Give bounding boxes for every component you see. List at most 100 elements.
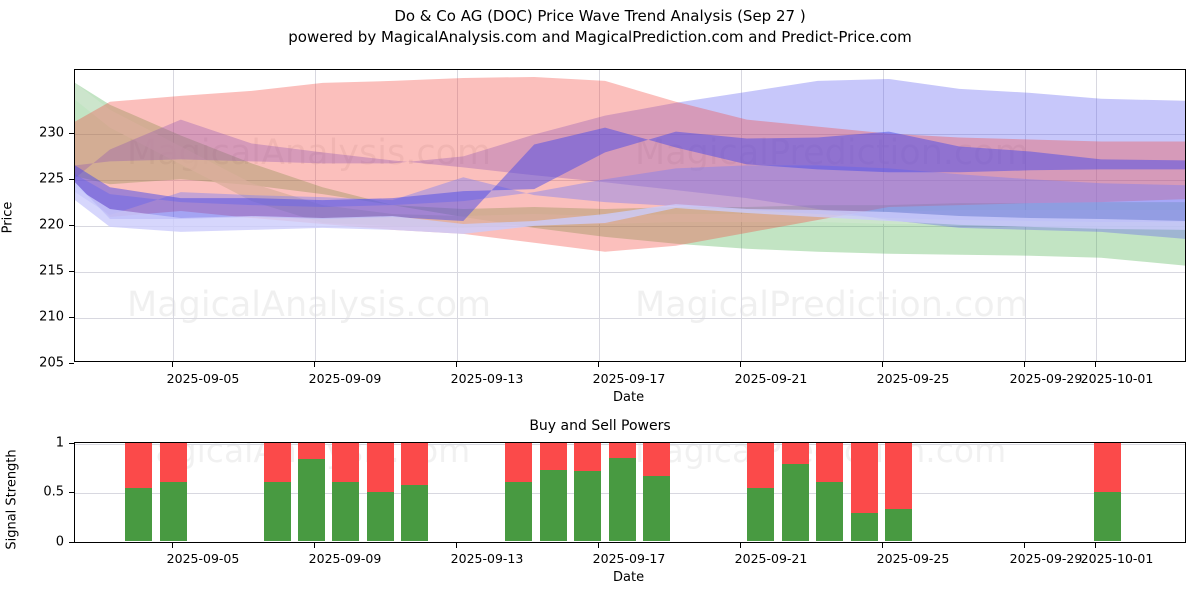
bar-ytick-mark-10 [69,443,74,445]
buy-power-segment [851,513,878,541]
buy-power-segment [643,475,670,541]
bar-xtick-label-0913: 2025-09-13 [450,551,524,566]
xtick-label-0925: 2025-09-25 [876,371,950,386]
buy-power-segment [609,457,636,541]
signal-bar[interactable] [1094,443,1121,541]
ytick-mark-205 [69,363,74,365]
signal-bar[interactable] [643,443,670,541]
signal-bar[interactable] [574,443,601,541]
xtick-label-0905: 2025-09-05 [166,371,240,386]
xtick-mark-0925 [882,362,884,367]
bar-xtick-mark-0929 [1024,543,1026,548]
ytick-mark-230 [69,133,74,135]
signal-bar[interactable] [160,443,187,541]
gridline-y-225 [75,180,1185,181]
sell-power-segment [851,443,878,514]
sell-power-segment [264,443,291,482]
buy-power-segment [367,491,394,541]
bar-chart-yaxis-label: Signal Strength [4,449,20,550]
bar-xtick-mark-0925 [882,543,884,548]
ytick-label-230: 230 [39,125,64,141]
bar-ytick-mark-05 [69,492,74,494]
sell-power-segment [885,443,912,510]
ytick-label-215: 215 [39,263,64,279]
xtick-mark-0929 [1024,362,1026,367]
sell-power-segment [1094,443,1121,492]
bar-xtick-label-0917: 2025-09-17 [592,551,666,566]
signal-bar[interactable] [401,443,428,541]
signal-bar[interactable] [885,443,912,541]
signal-bar[interactable] [505,443,532,541]
buy-power-segment [264,481,291,541]
main-chart-yaxis-label: Price [0,201,16,234]
gridline-y-220 [75,226,1185,227]
sell-power-segment [816,443,843,482]
price-band-layer [75,76,1185,266]
buy-power-segment [125,487,152,541]
bar-xtick-label-0929: 2025-09-29 [1009,551,1083,566]
price-wave-chart-plot-area: MagicalAnalysis.com MagicalPrediction.co… [74,69,1186,362]
signal-bar[interactable] [851,443,878,541]
xtick-label-0913: 2025-09-13 [450,371,524,386]
buy-power-segment [401,484,428,541]
sell-power-segment [332,443,359,482]
bar-xtick-label-0921: 2025-09-21 [734,551,808,566]
buy-power-segment [782,463,809,541]
buy-power-segment [816,481,843,541]
sell-power-segment [125,443,152,488]
ytick-mark-225 [69,179,74,181]
bar-ytick-label-05: 0.5 [43,484,64,500]
xtick-label-0909: 2025-09-09 [308,371,382,386]
xtick-label-0921: 2025-09-21 [734,371,808,386]
bar-ytick-label-00: 0 [55,534,64,550]
bar-xtick-label-0925: 2025-09-25 [876,551,950,566]
xtick-mark-0913 [456,362,458,367]
signal-bar[interactable] [747,443,774,541]
blue-outer-band [75,78,1185,239]
buy-power-segment [160,481,187,541]
buy-power-segment [332,481,359,541]
signal-bar[interactable] [298,443,325,541]
pale-green-inner-band [75,82,1185,228]
signal-bar[interactable] [125,443,152,541]
buy-power-segment [1094,491,1121,541]
xtick-mark-0917 [598,362,600,367]
sell-power-segment [367,443,394,492]
signal-bar[interactable] [816,443,843,541]
bar-xtick-mark-0905 [172,543,174,548]
bar-xtick-mark-0909 [314,543,316,548]
main-chart-xaxis-label: Date [613,390,645,405]
signal-bar[interactable] [264,443,291,541]
bar-series-container [75,443,1185,542]
sell-power-segment [782,443,809,464]
ytick-mark-215 [69,271,74,273]
sell-power-segment [574,443,601,471]
ytick-mark-210 [69,317,74,319]
gridline-y-230 [75,134,1185,135]
ytick-label-225: 225 [39,171,64,187]
buy-sell-powers-plot-area: MagicalAnalysis.com MagicalPrediction.co… [74,442,1186,543]
ytick-label-210: 210 [39,309,64,325]
ytick-label-205: 205 [39,355,64,371]
xtick-label-1001: 2025-10-01 [1080,371,1154,386]
signal-bar[interactable] [367,443,394,541]
signal-bar[interactable] [332,443,359,541]
xtick-label-0917: 2025-09-17 [592,371,666,386]
bar-ytick-mark-00 [69,542,74,544]
title-block: Do & Co AG (DOC) Price Wave Trend Analys… [0,6,1200,48]
xtick-mark-0921 [740,362,742,367]
buy-power-segment [505,481,532,541]
pale-blue-band [75,187,1185,234]
xtick-mark-1001 [1095,362,1097,367]
sell-power-segment [505,443,532,482]
bar-xtick-label-0909: 2025-09-09 [308,551,382,566]
xtick-mark-0909 [314,362,316,367]
signal-bar[interactable] [782,443,809,541]
signal-bar[interactable] [540,443,567,541]
xtick-mark-0905 [172,362,174,367]
signal-bar[interactable] [609,443,636,541]
sell-power-segment [540,443,567,470]
sell-power-segment [160,443,187,482]
bar-xtick-mark-0921 [740,543,742,548]
